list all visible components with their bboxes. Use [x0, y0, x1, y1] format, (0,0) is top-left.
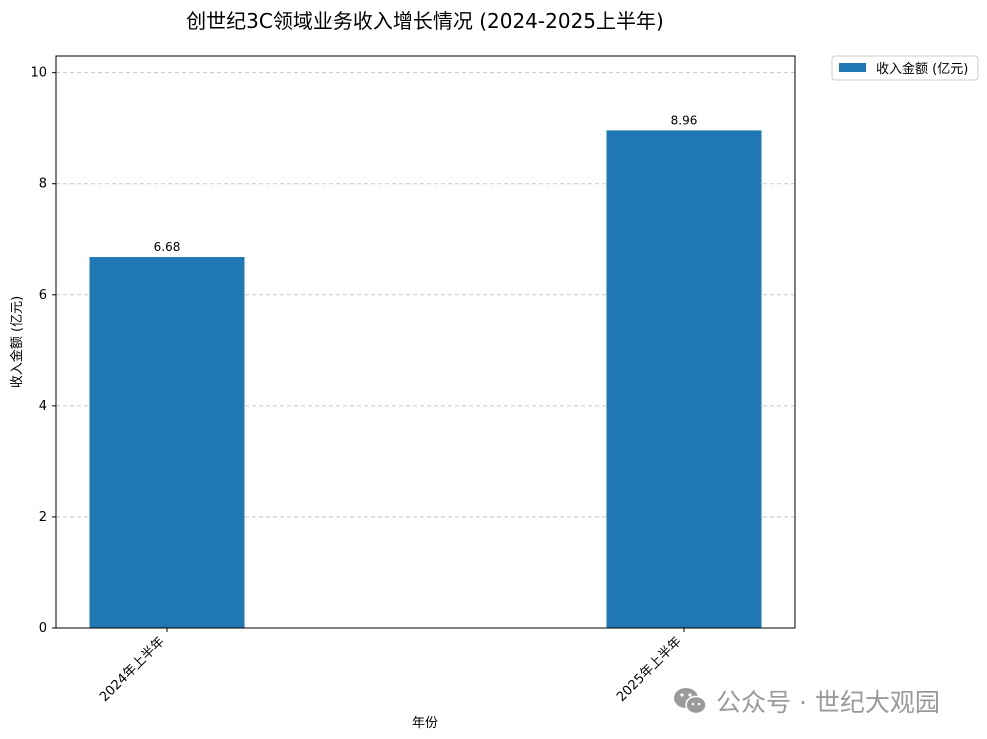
y-tick-label: 10: [30, 66, 47, 81]
legend-swatch: [839, 63, 866, 72]
x-axis-ticks: 2024年上半年 2025年上半年: [97, 628, 685, 705]
y-tick-label: 6: [39, 288, 47, 303]
wechat-icon: [674, 688, 707, 715]
y-tick-label: 0: [39, 621, 47, 636]
data-label: 6.68: [154, 240, 181, 254]
y-tick-label: 2: [39, 510, 47, 525]
watermark-text: 公众号 · 世纪大观园: [716, 688, 940, 717]
bar: [606, 130, 762, 628]
y-tick-label: 4: [39, 399, 47, 414]
bars: [89, 130, 762, 628]
legend: 收入金额 (亿元): [831, 55, 979, 81]
data-labels: 6.68 8.96: [154, 113, 698, 254]
bar: [89, 257, 245, 628]
x-axis-label: 年份: [412, 716, 438, 731]
x-tick-label: 2024年上半年: [97, 634, 168, 705]
y-axis-label: 收入金额 (亿元): [9, 296, 25, 388]
watermark: 公众号 · 世纪大观园: [672, 684, 940, 718]
legend-label: 收入金额 (亿元): [876, 61, 968, 77]
legend-frame: [831, 55, 979, 81]
y-axis-ticks: 0 2 4 6 8 10: [30, 66, 56, 636]
data-label: 8.96: [671, 113, 698, 127]
chart-title: 创世纪3C领域业务收入增长情况 (2024-2025上半年): [186, 9, 664, 33]
y-tick-label: 8: [39, 177, 47, 192]
plot-frame: [55, 55, 796, 629]
